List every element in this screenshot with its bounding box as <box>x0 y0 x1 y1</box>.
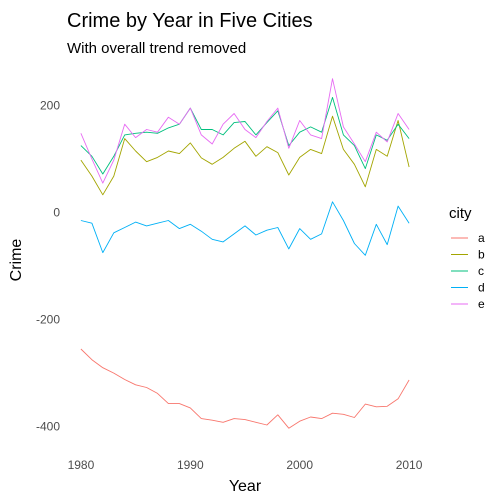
y-axis-title: Crime <box>8 239 25 282</box>
chart-subtitle: With overall trend removed <box>67 40 246 57</box>
legend-item-b: b <box>451 248 485 262</box>
legend-item-d: d <box>451 281 485 295</box>
x-axis-tick-labels: 1980 1990 2000 2010 <box>68 458 423 472</box>
y-axis-tick-labels: -400 -200 0 200 <box>36 98 60 433</box>
x-tick-label: 2000 <box>286 458 313 472</box>
series-line-a <box>80 348 410 429</box>
x-tick-label: 1990 <box>177 458 204 472</box>
y-tick-label: -400 <box>36 420 60 434</box>
series-line-c <box>80 96 410 175</box>
legend-label-c: c <box>478 264 484 278</box>
y-tick-label: -200 <box>36 313 60 327</box>
legend-title: city <box>449 205 472 222</box>
legend-label-e: e <box>478 297 485 311</box>
legend-label-d: d <box>478 281 485 295</box>
series-line-d <box>80 201 410 256</box>
plot-area: 1980 1990 2000 2010 -400 -200 0 200 <box>36 78 423 472</box>
chart-title: Crime by Year in Five Cities <box>67 10 313 32</box>
legend-item-e: e <box>451 297 485 311</box>
legend-item-a: a <box>451 231 485 245</box>
legend-label-b: b <box>478 248 485 262</box>
legend-label-a: a <box>478 231 485 245</box>
series-lines <box>80 78 410 429</box>
series-line-e <box>80 78 410 184</box>
x-tick-label: 2010 <box>396 458 423 472</box>
x-axis-title: Year <box>229 478 262 495</box>
y-tick-label: 0 <box>53 206 60 220</box>
series-line-b <box>80 115 410 196</box>
x-tick-label: 1980 <box>68 458 95 472</box>
y-tick-label: 200 <box>40 98 60 112</box>
legend-item-c: c <box>451 264 484 278</box>
